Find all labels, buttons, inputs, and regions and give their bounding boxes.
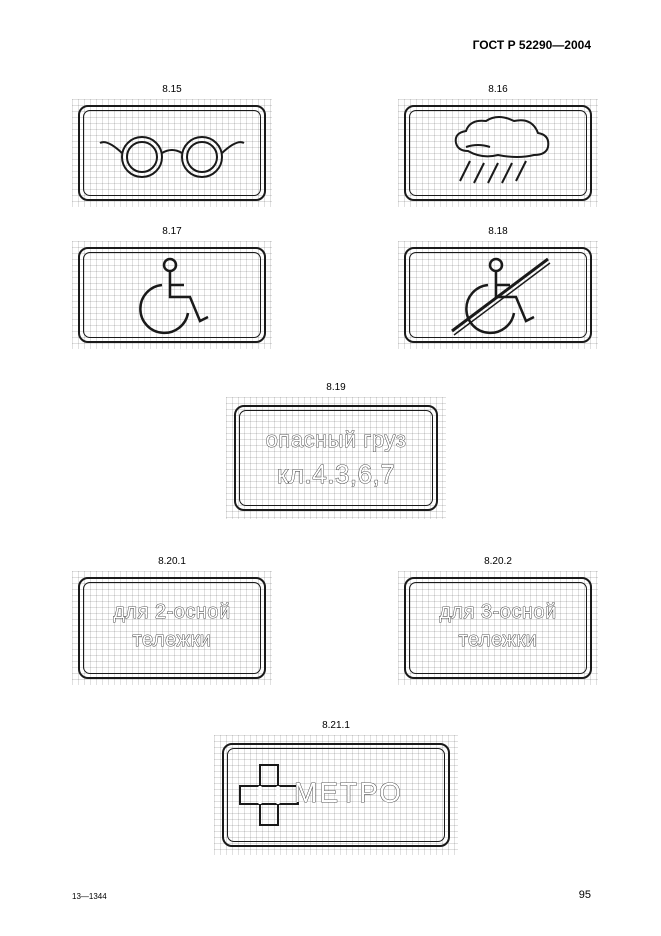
sign-label: 8.16 xyxy=(398,84,598,95)
footer-left: 13—1344 xyxy=(72,892,107,901)
sign-label: 8.17 xyxy=(72,226,272,237)
sign-text: МЕТРО xyxy=(294,777,442,809)
sign-8-21-1: 8.21.1 МЕТРО xyxy=(214,720,458,855)
sign-text-line2: тележки xyxy=(72,629,272,652)
sign-grid: МЕТРО xyxy=(214,735,458,855)
wheelchair-icon xyxy=(72,241,272,349)
sign-grid xyxy=(72,241,272,349)
document-header: ГОСТ Р 52290—2004 xyxy=(473,38,591,52)
sign-8-20-1: 8.20.1 для 2-осной тележки xyxy=(72,556,272,685)
page-number: 95 xyxy=(579,889,591,901)
sign-grid: для 2-осной тележки xyxy=(72,571,272,685)
sign-label: 8.18 xyxy=(398,226,598,237)
sign-label: 8.20.1 xyxy=(72,556,272,567)
sign-label: 8.15 xyxy=(72,84,272,95)
sign-label: 8.20.2 xyxy=(398,556,598,567)
sign-grid xyxy=(398,241,598,349)
sign-text-line1: для 3-осной xyxy=(398,601,598,624)
sign-grid xyxy=(72,99,272,207)
sign-text-line1: для 2-осной xyxy=(72,601,272,624)
rain-cloud-icon xyxy=(398,99,598,207)
sign-8-18: 8.18 xyxy=(398,226,598,349)
sign-grid: для 3-осной тележки xyxy=(398,571,598,685)
sign-grid: опасный груз кл.4.3,6,7 xyxy=(226,397,446,519)
sign-grid xyxy=(398,99,598,207)
wheelchair-crossed-icon xyxy=(398,241,598,349)
sign-label: 8.21.1 xyxy=(214,720,458,731)
sign-8-17: 8.17 xyxy=(72,226,272,349)
sign-text-line2: кл.4.3,6,7 xyxy=(226,459,446,490)
sign-8-19: 8.19 опасный груз кл.4.3,6,7 xyxy=(226,382,446,519)
sign-8-20-2: 8.20.2 для 3-осной тележки xyxy=(398,556,598,685)
sign-label: 8.19 xyxy=(226,382,446,393)
sign-8-16: 8.16 xyxy=(398,84,598,207)
sign-text-line2: тележки xyxy=(398,629,598,652)
glasses-icon xyxy=(72,99,272,207)
sign-8-15: 8.15 xyxy=(72,84,272,207)
sign-text-line1: опасный груз xyxy=(226,427,446,453)
